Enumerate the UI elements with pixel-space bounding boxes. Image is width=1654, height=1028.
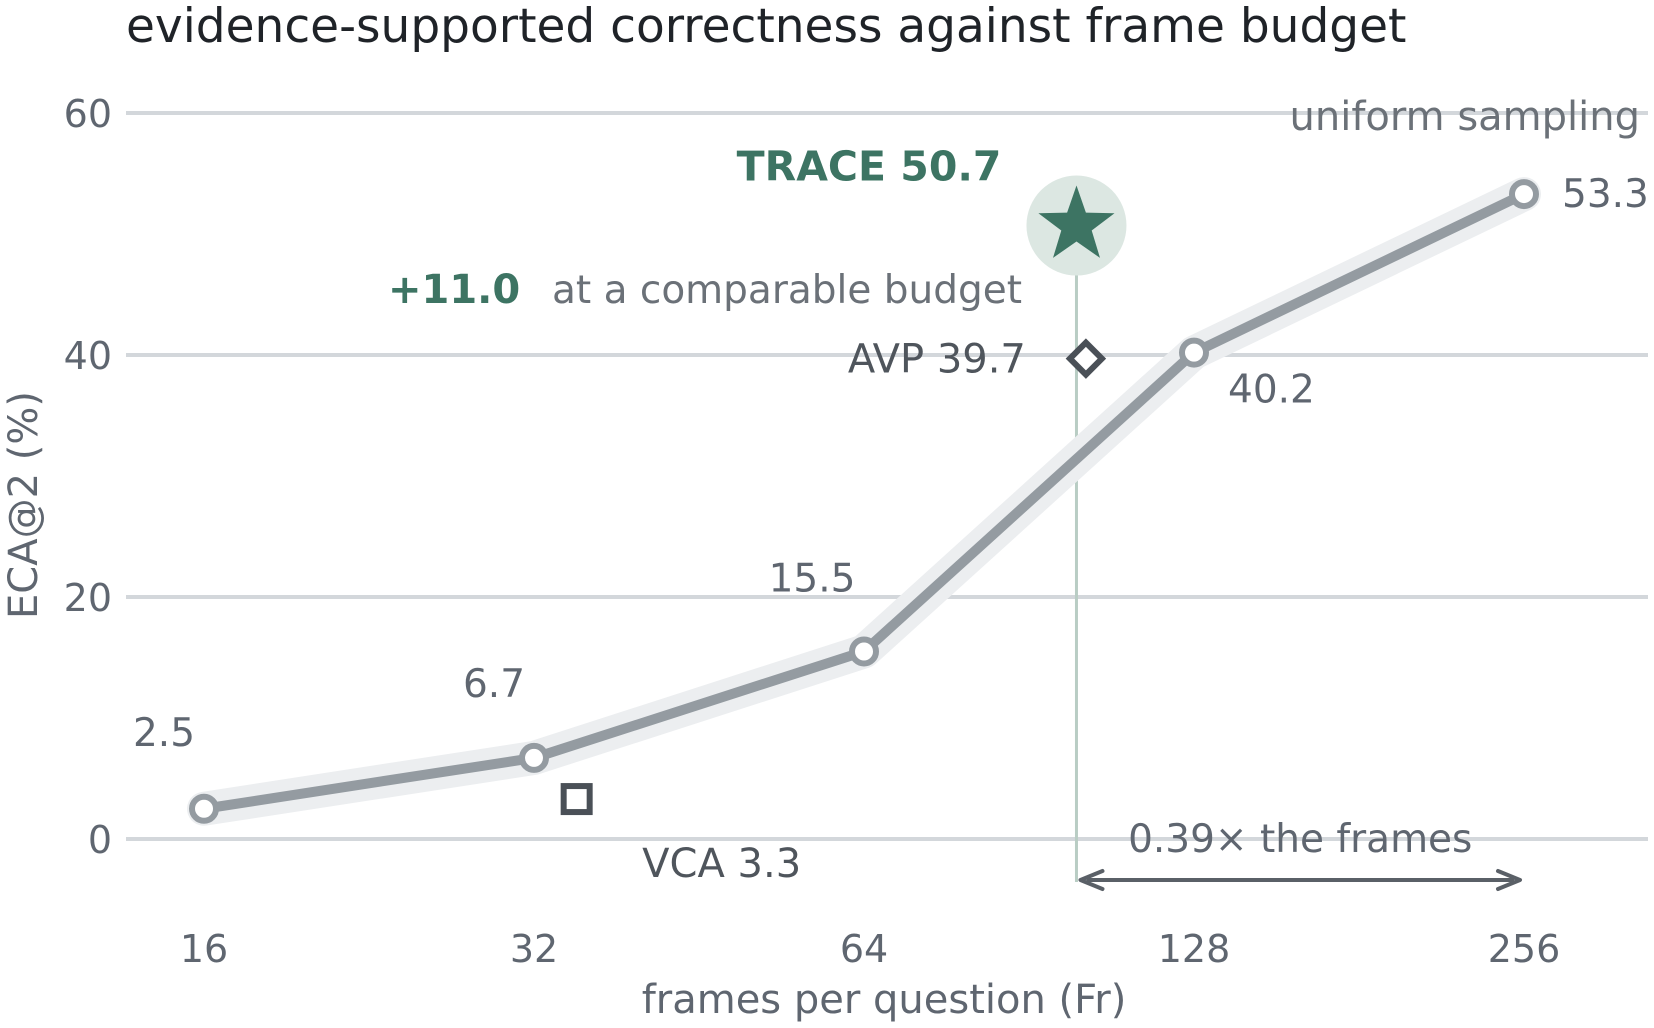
point-uniform-32 — [519, 742, 549, 773]
grid-layer — [126, 111, 1648, 841]
gain-value: +11.0 — [388, 267, 520, 313]
chart-title: evidence-supported correctness against f… — [126, 0, 1406, 54]
x-axis-label: frames per question (Fr) — [642, 977, 1127, 1023]
y-tick-40: 40 — [64, 334, 112, 378]
point-uniform-64 — [849, 636, 879, 667]
frames-ratio-label: 0.39× the frames — [1128, 817, 1472, 862]
y-tick-20: 20 — [64, 576, 112, 620]
x-tick-32: 32 — [510, 927, 558, 971]
frames-ratio-arrow-left-head — [1078, 869, 1105, 891]
data-label-uniform-16: 2.5 — [133, 711, 195, 756]
vca-label: VCA 3.3 — [642, 841, 801, 887]
vca-square-marker — [560, 783, 593, 816]
x-tick-16: 16 — [180, 927, 228, 971]
x-tick-128: 128 — [1158, 927, 1231, 971]
y-tick-60: 60 — [64, 92, 112, 136]
avp-diamond-marker — [1065, 338, 1107, 379]
point-layer — [189, 175, 1539, 824]
x-tick-labels: 16 32 64 128 256 — [180, 927, 1560, 971]
reference-layer — [1074, 265, 1522, 891]
point-uniform-16 — [189, 793, 219, 824]
gain-text: at a comparable budget — [552, 268, 1022, 313]
y-tick-labels: 0 20 40 60 — [64, 92, 112, 862]
avp-label: AVP 39.7 — [848, 337, 1026, 383]
y-axis-label: ECA@2 (%) — [1, 391, 47, 619]
trace-star-marker — [1038, 185, 1115, 258]
point-uniform-128 — [1179, 337, 1209, 368]
data-label-uniform-256: 53.3 — [1562, 172, 1649, 217]
point-uniform-256 — [1509, 179, 1539, 210]
data-label-uniform-32: 6.7 — [463, 662, 525, 707]
series-name-uniform-sampling: uniform sampling — [1290, 94, 1640, 140]
data-label-uniform-64: 15.5 — [769, 556, 856, 601]
data-label-uniform-128: 40.2 — [1228, 368, 1315, 413]
frames-ratio-arrow-right-head — [1496, 869, 1522, 891]
data-labels: 0.39× the frames 2.5 6.7 15.5 40.2 53.3 unifor… — [133, 94, 1649, 887]
y-tick-0: 0 — [88, 818, 112, 862]
trace-label: TRACE 50.7 — [737, 143, 1002, 191]
x-tick-256: 256 — [1488, 927, 1561, 971]
x-tick-64: 64 — [840, 927, 888, 971]
